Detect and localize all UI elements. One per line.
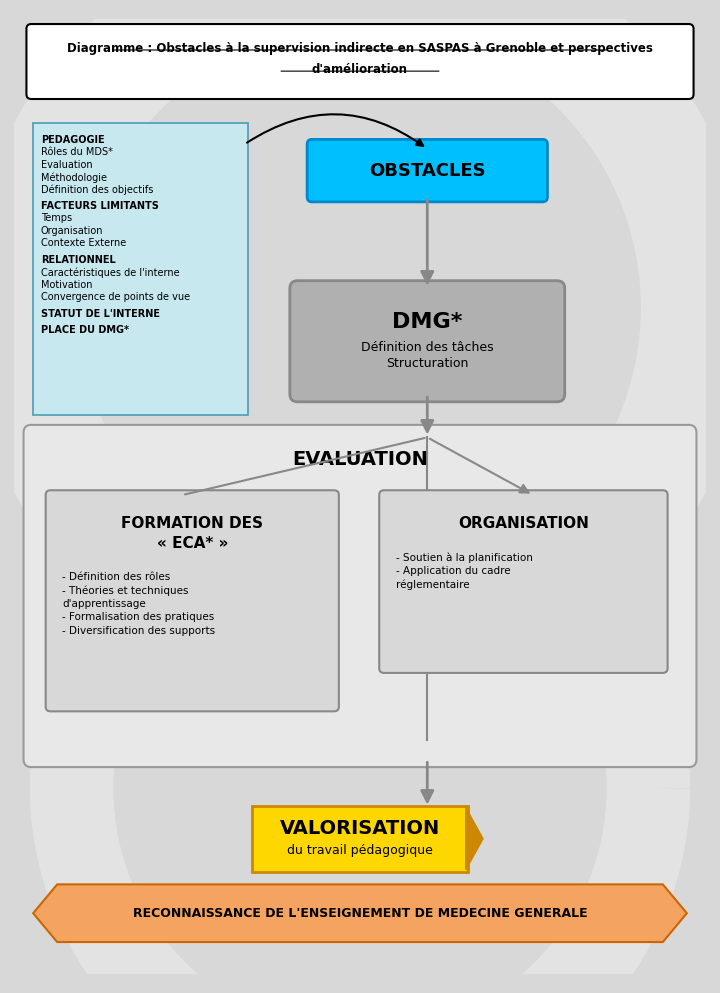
Text: Organisation: Organisation <box>41 225 104 236</box>
Polygon shape <box>466 807 483 870</box>
Text: Rôles du MDS*: Rôles du MDS* <box>41 147 113 157</box>
Text: Temps: Temps <box>41 213 72 223</box>
FancyBboxPatch shape <box>307 139 547 202</box>
FancyBboxPatch shape <box>33 123 248 415</box>
Text: d'amélioration: d'amélioration <box>312 63 408 75</box>
Text: - Théories et techniques: - Théories et techniques <box>62 586 189 596</box>
FancyBboxPatch shape <box>252 805 468 872</box>
Text: - Diversification des supports: - Diversification des supports <box>62 626 215 636</box>
Text: OBSTACLES: OBSTACLES <box>369 162 485 180</box>
Text: Convergence de points de vue: Convergence de points de vue <box>41 292 190 302</box>
Text: Contexte Externe: Contexte Externe <box>41 238 126 248</box>
Text: - Définition des rôles: - Définition des rôles <box>62 572 170 582</box>
Text: Structuration: Structuration <box>386 356 469 369</box>
Text: PEDAGOGIE: PEDAGOGIE <box>41 135 104 145</box>
Text: Evaluation: Evaluation <box>41 160 92 170</box>
FancyBboxPatch shape <box>379 491 667 673</box>
FancyBboxPatch shape <box>45 491 339 711</box>
Text: Définition des objectifs: Définition des objectifs <box>41 185 153 195</box>
Text: Motivation: Motivation <box>41 280 92 290</box>
Text: PLACE DU DMG*: PLACE DU DMG* <box>41 325 129 335</box>
Text: DMG*: DMG* <box>392 312 462 332</box>
Text: d'apprentissage: d'apprentissage <box>62 599 145 609</box>
Text: réglementaire: réglementaire <box>395 580 469 590</box>
Text: STATUT DE L'INTERNE: STATUT DE L'INTERNE <box>41 309 160 319</box>
FancyBboxPatch shape <box>24 425 696 768</box>
Text: - Formalisation des pratiques: - Formalisation des pratiques <box>62 613 215 623</box>
Text: du travail pédagogique: du travail pédagogique <box>287 844 433 857</box>
Text: « ECA* »: « ECA* » <box>156 535 228 551</box>
Text: FORMATION DES: FORMATION DES <box>121 516 264 531</box>
Text: Diagramme : Obstacles à la supervision indirecte en SASPAS à Grenoble et perspec: Diagramme : Obstacles à la supervision i… <box>67 42 653 55</box>
Text: Définition des tâches: Définition des tâches <box>361 342 494 355</box>
Text: RECONNAISSANCE DE L'ENSEIGNEMENT DE MEDECINE GENERALE: RECONNAISSANCE DE L'ENSEIGNEMENT DE MEDE… <box>132 907 588 920</box>
Text: Caractéristiques de l'interne: Caractéristiques de l'interne <box>41 267 179 278</box>
FancyBboxPatch shape <box>290 281 564 402</box>
Text: VALORISATION: VALORISATION <box>280 819 440 838</box>
Text: - Application du cadre: - Application du cadre <box>395 566 510 576</box>
Text: FACTEURS LIMITANTS: FACTEURS LIMITANTS <box>41 201 158 211</box>
Text: Méthodologie: Méthodologie <box>41 172 107 183</box>
FancyBboxPatch shape <box>27 24 693 99</box>
Text: RELATIONNEL: RELATIONNEL <box>41 255 116 265</box>
Text: - Soutien à la planification: - Soutien à la planification <box>395 553 533 563</box>
Text: ORGANISATION: ORGANISATION <box>458 516 589 531</box>
Polygon shape <box>33 885 687 942</box>
Text: EVALUATION: EVALUATION <box>292 450 428 469</box>
